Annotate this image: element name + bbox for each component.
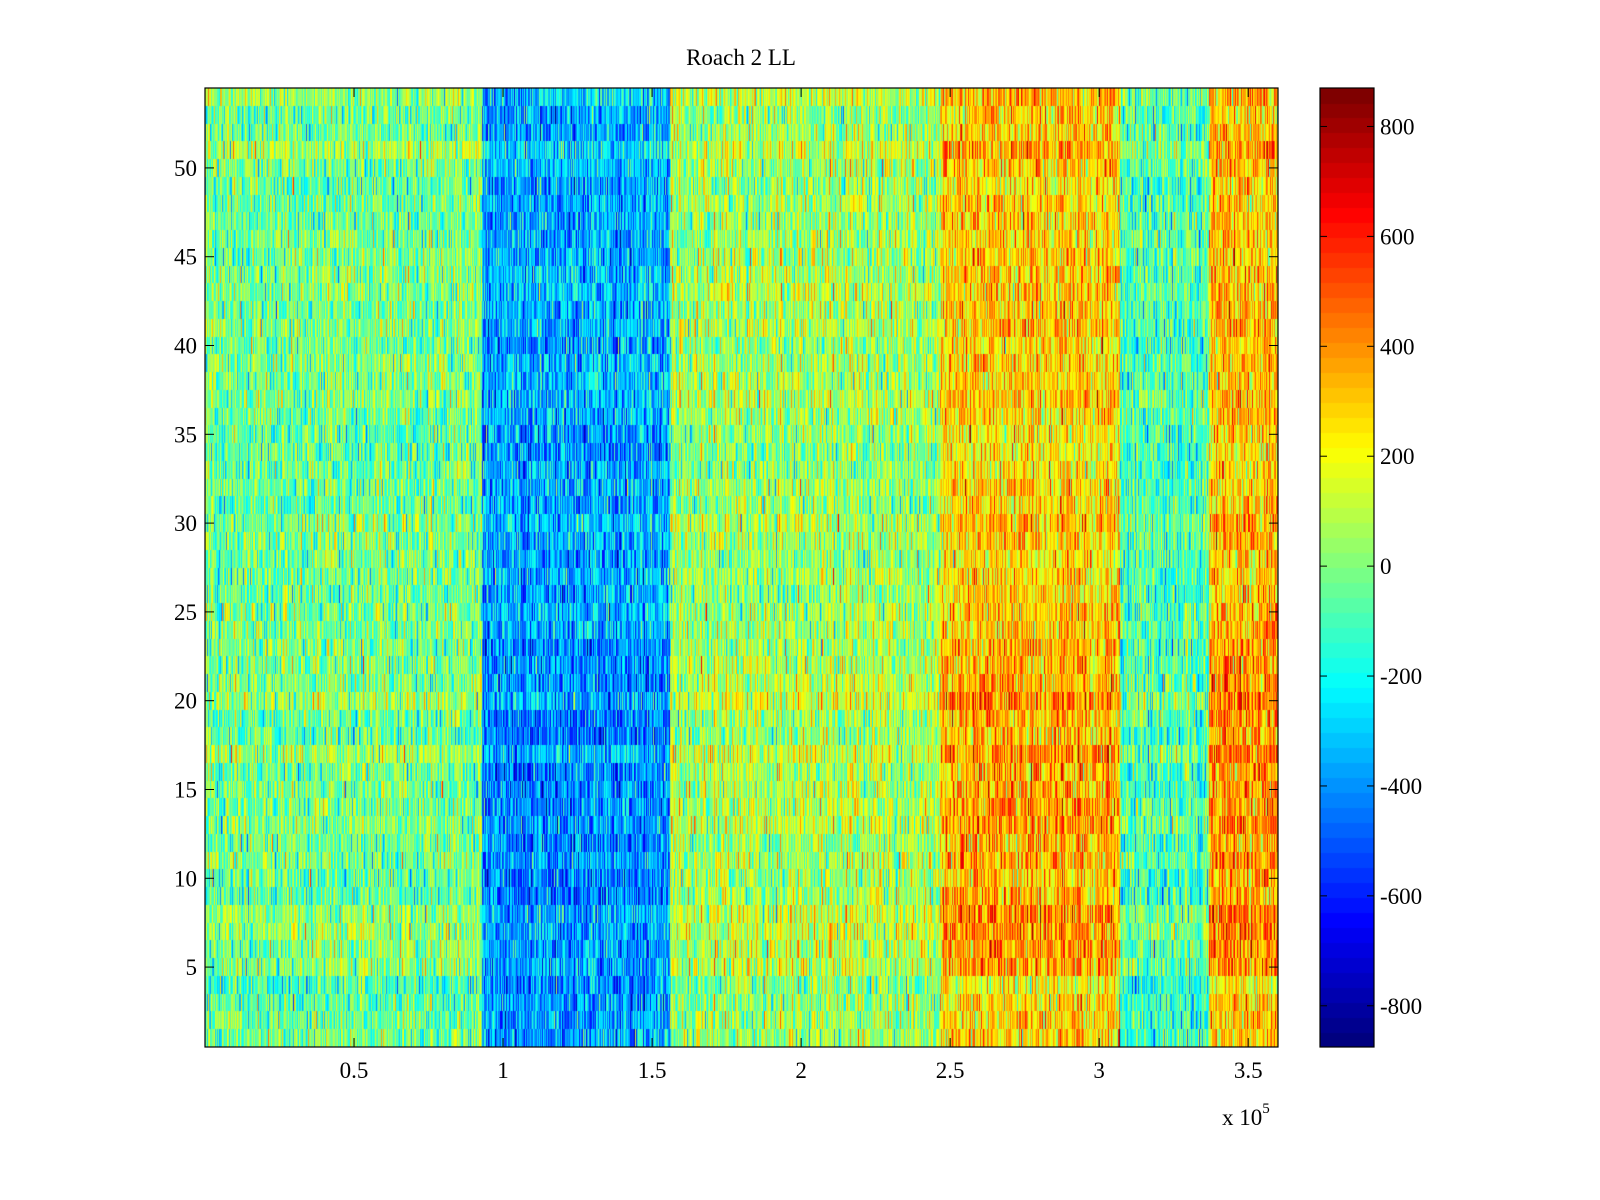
- colorbar-tick-label: -200: [1380, 664, 1422, 689]
- y-tick-label: 40: [174, 334, 197, 359]
- colorbar: [1320, 88, 1374, 1047]
- y-tick-label: 25: [174, 600, 197, 625]
- y-tick-label: 15: [174, 777, 197, 802]
- colorbar-tick-label: 400: [1380, 334, 1415, 359]
- y-tick-label: 5: [186, 955, 198, 980]
- x-tick-label: 3: [1093, 1058, 1105, 1083]
- x-tick-label: 2.5: [936, 1058, 965, 1083]
- y-tick-label: 35: [174, 422, 197, 447]
- chart-title: Roach 2 LL: [686, 45, 796, 70]
- colorbar-tick-label: 0: [1380, 554, 1392, 579]
- colorbar-tick-label: 800: [1380, 114, 1415, 139]
- x-tick-label: 1: [497, 1058, 509, 1083]
- y-tick-label: 45: [174, 245, 197, 270]
- x-tick-label: 3.5: [1234, 1058, 1263, 1083]
- x-tick-label: 2: [795, 1058, 807, 1083]
- y-tick-label: 50: [174, 156, 197, 181]
- colorbar-tick-label: 600: [1380, 224, 1415, 249]
- heatmap-image: [205, 88, 1278, 1047]
- x-exponent-label: x 105: [1222, 1101, 1270, 1130]
- colorbar-tick-label: -800: [1380, 994, 1422, 1019]
- y-tick-label: 10: [174, 866, 197, 891]
- colorbar-tick-label: -400: [1380, 774, 1422, 799]
- colorbar-tick-label: 200: [1380, 444, 1415, 469]
- colorbar-frame: [1319, 87, 1375, 1048]
- x-tick-label: 0.5: [340, 1058, 369, 1083]
- y-tick-label: 30: [174, 511, 197, 536]
- colorbar-tick-label: -600: [1380, 884, 1422, 909]
- x-tick-label: 1.5: [638, 1058, 667, 1083]
- plot-frame: [204, 87, 1279, 1048]
- y-tick-label: 20: [174, 689, 197, 714]
